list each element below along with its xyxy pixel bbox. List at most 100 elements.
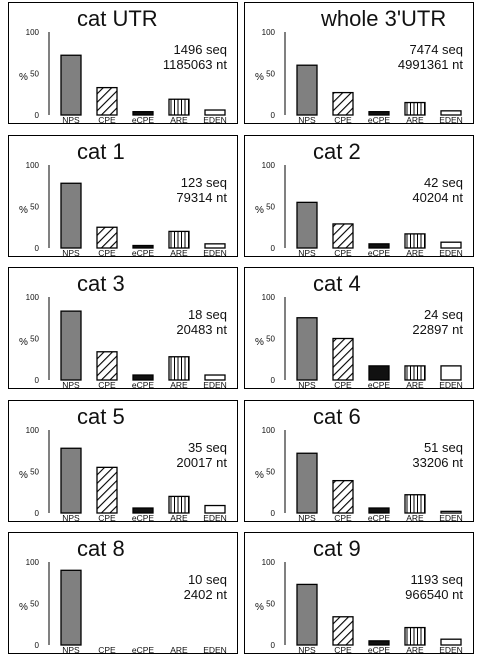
chart-title: cat 9 xyxy=(313,536,361,561)
y-tick-label: 50 xyxy=(30,203,39,212)
y-tick-label: 0 xyxy=(35,376,40,385)
x-tick-label: NPS xyxy=(62,115,80,125)
x-tick-label: CPE xyxy=(98,248,116,258)
chart-panel: 0 50 100% NPS CPE eCPE ARE EDEN cat 8 10 seq 2402 … xyxy=(8,532,238,655)
chart-panel: 0 50 100% NPS CPE eCPE ARE EDEN whole 3'UTR 7474 … xyxy=(244,2,474,125)
y-tick-label: 0 xyxy=(35,111,40,120)
bar-cpe xyxy=(96,226,118,249)
y-tick-label: 50 xyxy=(30,600,39,609)
bar-chart-svg: 0 50 100% NPS CPE eCPE ARE EDEN xyxy=(19,161,227,258)
x-tick-label: eCPE xyxy=(132,248,155,258)
bar-chart-svg: 0 50 100% NPS CPE eCPE ARE EDEN xyxy=(255,558,463,655)
x-tick-label: EDEN xyxy=(203,380,227,390)
y-tick-label: 50 xyxy=(30,70,39,79)
x-tick-label: ARE xyxy=(406,248,424,258)
chart-title: cat 5 xyxy=(77,404,125,429)
y-axis-label: % xyxy=(19,205,28,216)
bar-ecpe xyxy=(132,244,154,249)
x-tick-label: ARE xyxy=(406,645,424,655)
bar-cpe xyxy=(332,337,354,381)
chart-title: cat 8 xyxy=(77,536,125,561)
chart-title: cat 2 xyxy=(313,139,361,164)
y-tick-label: 0 xyxy=(271,641,276,650)
bar-are xyxy=(168,356,190,381)
x-tick-label: EDEN xyxy=(203,645,227,655)
bar-ecpe xyxy=(132,374,154,381)
sequence-stats: 10 seq 2402 nt xyxy=(184,572,227,602)
stats-line: 20017 nt xyxy=(176,455,227,470)
y-axis-label: % xyxy=(19,470,28,481)
y-axis-label: % xyxy=(19,602,28,613)
chart-panel: 0 50 100% NPS CPE eCPE ARE EDEN cat 4 24 seq 22897… xyxy=(244,267,474,390)
bar-eden xyxy=(204,504,226,514)
chart-panel: 0 50 100% NPS CPE eCPE ARE EDEN cat 9 1193 seq 966… xyxy=(244,532,474,655)
chart-title: whole 3'UTR xyxy=(321,6,447,31)
stats-line: 2402 nt xyxy=(183,587,227,602)
y-axis-label: % xyxy=(19,72,28,83)
y-tick-label: 0 xyxy=(35,641,40,650)
x-tick-label: eCPE xyxy=(368,115,391,125)
x-tick-label: CPE xyxy=(334,248,352,258)
chart-title: cat 3 xyxy=(77,271,125,296)
bar-eden xyxy=(440,110,462,116)
bar-nps xyxy=(60,569,82,646)
stats-line: 24 seq xyxy=(423,307,463,322)
chart-title: cat 4 xyxy=(313,271,361,296)
y-tick-label: 100 xyxy=(262,28,276,37)
stats-line: 20483 nt xyxy=(176,322,227,337)
y-tick-label: 50 xyxy=(30,335,39,344)
bar-cpe xyxy=(96,86,118,116)
bar-eden xyxy=(440,241,462,249)
bar-are xyxy=(404,494,426,514)
x-tick-label: CPE xyxy=(98,115,116,125)
x-tick-label: EDEN xyxy=(203,115,227,125)
x-tick-label: ARE xyxy=(170,248,188,258)
sequence-stats: 1193 seq 966540 nt xyxy=(405,572,463,602)
stats-line: 7474 seq xyxy=(409,42,464,57)
x-tick-label: CPE xyxy=(98,380,116,390)
stats-line: 1496 seq xyxy=(173,42,228,57)
x-tick-label: CPE xyxy=(334,513,352,523)
x-tick-label: NPS xyxy=(62,645,80,655)
y-tick-label: 0 xyxy=(35,509,40,518)
y-tick-label: 100 xyxy=(26,28,40,37)
y-tick-label: 50 xyxy=(266,600,275,609)
stats-line: 35 seq xyxy=(187,440,227,455)
stats-line: 4991361 nt xyxy=(397,57,463,72)
x-tick-label: NPS xyxy=(62,248,80,258)
chart-panel: 0 50 100% NPS CPE eCPE ARE EDEN cat 6 51 seq 33206… xyxy=(244,400,474,523)
y-axis-label: % xyxy=(255,205,264,216)
y-axis-label: % xyxy=(19,337,28,348)
bar-nps xyxy=(60,182,82,249)
chart-panel: 0 50 100% NPS CPE eCPE ARE EDEN cat UTR 1496 seq 1… xyxy=(8,2,238,125)
bar-nps xyxy=(296,317,318,381)
x-tick-label: EDEN xyxy=(203,248,227,258)
sequence-stats: 7474 seq 4991361 nt xyxy=(398,42,463,72)
bar-nps xyxy=(60,54,82,116)
x-tick-label: NPS xyxy=(298,115,316,125)
chart-panel: 0 50 100% NPS CPE eCPE ARE EDEN cat 5 35 seq 20017… xyxy=(8,400,238,523)
y-tick-label: 100 xyxy=(26,161,40,170)
bar-cpe xyxy=(332,91,354,116)
y-tick-label: 50 xyxy=(266,335,275,344)
stats-line: 1193 seq xyxy=(410,572,463,587)
stats-line: 51 seq xyxy=(423,440,463,455)
y-axis-label: % xyxy=(255,72,264,83)
bar-nps xyxy=(60,310,82,381)
y-tick-label: 0 xyxy=(271,244,276,253)
stats-line: 966540 nt xyxy=(405,587,463,602)
bar-eden xyxy=(440,365,462,381)
x-tick-label: NPS xyxy=(62,380,80,390)
x-tick-label: eCPE xyxy=(132,645,155,655)
x-tick-label: NPS xyxy=(298,380,316,390)
bar-are xyxy=(168,495,190,514)
bar-cpe xyxy=(332,223,354,249)
bar-ecpe xyxy=(368,507,390,514)
x-tick-label: NPS xyxy=(298,513,316,523)
bar-nps xyxy=(296,452,318,514)
bar-cpe xyxy=(332,479,354,514)
bar-nps xyxy=(296,64,318,116)
y-tick-label: 100 xyxy=(262,426,276,435)
y-axis-label: % xyxy=(255,602,264,613)
stats-line: 22897 nt xyxy=(412,322,463,337)
